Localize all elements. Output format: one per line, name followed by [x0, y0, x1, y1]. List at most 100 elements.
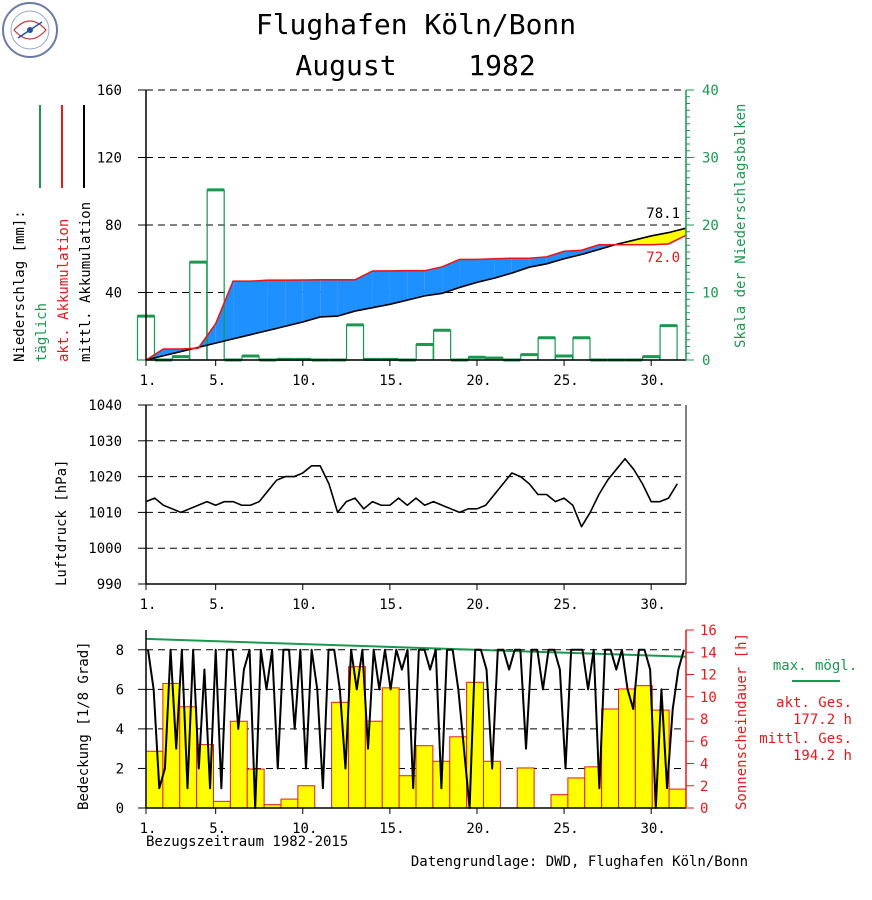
sunshine-bar	[213, 800, 231, 809]
legend-mean: mittl. Akkumulation	[78, 202, 94, 362]
surplus-area	[250, 280, 268, 335]
reference-period: Bezugszeitraum 1982-2015	[146, 834, 348, 850]
surplus-area	[459, 259, 477, 288]
surplus-area	[267, 280, 286, 331]
precip-xtick-label: 20.	[466, 373, 491, 389]
sunshine-bar	[415, 745, 434, 809]
surplus-area	[355, 271, 373, 312]
pressure-xtick-label: 1.	[140, 597, 157, 613]
precip-xtick-label: 30.	[641, 373, 666, 389]
precip-xtick-label: 25.	[553, 373, 578, 389]
surplus-area	[389, 270, 408, 305]
pressure-ytick-label: 1010	[88, 505, 122, 521]
surplus-area	[581, 244, 599, 255]
precip-xtick-label: 5.	[209, 373, 226, 389]
cloud-cover-line	[147, 648, 685, 809]
precip-y2tick-label: 40	[702, 83, 719, 99]
precip-y2tick-label: 0	[702, 353, 710, 369]
legend-actual: akt. Akkumulation	[56, 219, 72, 362]
sunshine-y2tick-label: 8	[700, 712, 708, 728]
sunshine-y2tick-label: 10	[700, 690, 717, 706]
pressure-ytick-label: 1030	[88, 434, 122, 450]
sunshine-xtick-label: 25.	[553, 821, 578, 837]
sunshine-y2tick-label: 0	[700, 801, 708, 817]
surplus-area	[337, 279, 356, 317]
sunshine-y2tick-label: 4	[700, 757, 708, 773]
sunshine-y2tick-label: 6	[700, 734, 708, 750]
sunshine-y2tick-label: 2	[700, 779, 708, 795]
cloud-ytick-label: 8	[116, 643, 124, 659]
pressure-ytick-label: 1000	[88, 541, 122, 557]
chart-title: Flughafen Köln/Bonn	[256, 8, 576, 41]
sunshine-bar	[567, 777, 586, 809]
sunshine-bar	[516, 767, 535, 809]
sunshine-bar	[145, 750, 164, 809]
chart-title-month: August	[295, 49, 396, 82]
pressure-ytick-label: 990	[97, 577, 122, 593]
sunshine-xtick-label: 15.	[379, 821, 404, 837]
surplus-area	[546, 251, 565, 264]
precip-ytick-label: 40	[105, 286, 122, 302]
cloud-ytick-label: 0	[116, 801, 124, 817]
surplus-area	[285, 280, 303, 327]
mean-end-label: 78.1	[646, 206, 680, 222]
pressure-line	[145, 457, 678, 528]
precip-xtick-label: 1.	[140, 373, 157, 389]
daily-precip-bar	[659, 324, 678, 361]
pressure-xtick-label: 10.	[292, 597, 317, 613]
deficit-area	[633, 235, 652, 245]
precip-y2tick-label: 10	[702, 286, 719, 302]
data-source: Datengrundlage: DWD, Flughafen Köln/Bonn	[411, 854, 748, 870]
precip-ytick-label: 120	[97, 151, 122, 167]
surplus-area	[494, 258, 512, 279]
daily-precip-bar	[537, 337, 556, 361]
pressure-ylabel: Luftdruck [hPa]	[54, 460, 70, 586]
sunshine-bar	[466, 681, 484, 809]
sunshine-xtick-label: 30.	[641, 821, 666, 837]
sunshine-y2label: Sonnenscheindauer [h]	[734, 633, 750, 810]
legend-actual-total-value: 177.2 h	[793, 712, 852, 728]
pressure-xtick-label: 25.	[553, 597, 578, 613]
sunshine-xtick-label: 20.	[466, 821, 491, 837]
precip-ytick-label: 160	[97, 83, 122, 99]
sunshine-xtick-label: 5.	[209, 821, 226, 837]
actual-end-label: 72.0	[646, 250, 680, 266]
surplus-area	[442, 259, 460, 294]
daily-precip-bar	[415, 343, 434, 361]
legend-mean-total-label: mittl. Ges.	[759, 731, 852, 747]
actual-accumulation-line	[145, 234, 687, 361]
sunshine-y2tick-label: 12	[700, 668, 717, 684]
surplus-area	[564, 250, 582, 259]
precip-y2label: Skala der Niederschlagsbalken	[733, 104, 749, 348]
logo-seal	[2, 2, 58, 58]
precipitation-panel: 40 80 120 160 0 10 20 30 40 78.1 72.0 1. 5. 10. 15. 20.…	[97, 83, 719, 389]
sunshine-legend: max. mögl. akt. Ges. 177.2 h mittl. Ges.…	[759, 658, 857, 764]
sunshine-bar	[668, 788, 687, 809]
sunshine-y2tick-label: 14	[700, 645, 717, 661]
pressure-xtick-label: 30.	[641, 597, 666, 613]
precip-xtick-label: 10.	[292, 373, 317, 389]
sunshine-bar	[297, 785, 316, 809]
max-possible-line	[145, 637, 687, 658]
cloud-ytick-label: 2	[116, 761, 124, 777]
pressure-ytick-label: 1040	[88, 398, 122, 414]
daily-precip-bar	[572, 337, 591, 361]
sunshine-y2tick-label: 16	[700, 623, 717, 639]
precip-xtick-label: 15.	[379, 373, 404, 389]
cloud-ytick-label: 6	[116, 682, 124, 698]
surplus-area	[372, 270, 390, 308]
mean-accumulation-line	[145, 227, 687, 361]
surplus-area	[302, 279, 321, 323]
sunshine-bar	[634, 685, 653, 809]
cloud-ylabel: Bedeckung [1/8 Grad]	[76, 641, 92, 810]
surplus-area	[320, 279, 338, 317]
legend-actual-total-label: akt. Ges.	[776, 695, 852, 711]
surplus-area	[511, 258, 530, 274]
pressure-ytick-label: 1020	[88, 470, 122, 486]
precip-y2tick-label: 20	[702, 218, 719, 234]
surplus-area	[233, 281, 251, 339]
daily-precip-bar	[433, 329, 452, 361]
pressure-xtick-label: 15.	[379, 597, 404, 613]
precip-ytick-label: 80	[105, 218, 122, 234]
